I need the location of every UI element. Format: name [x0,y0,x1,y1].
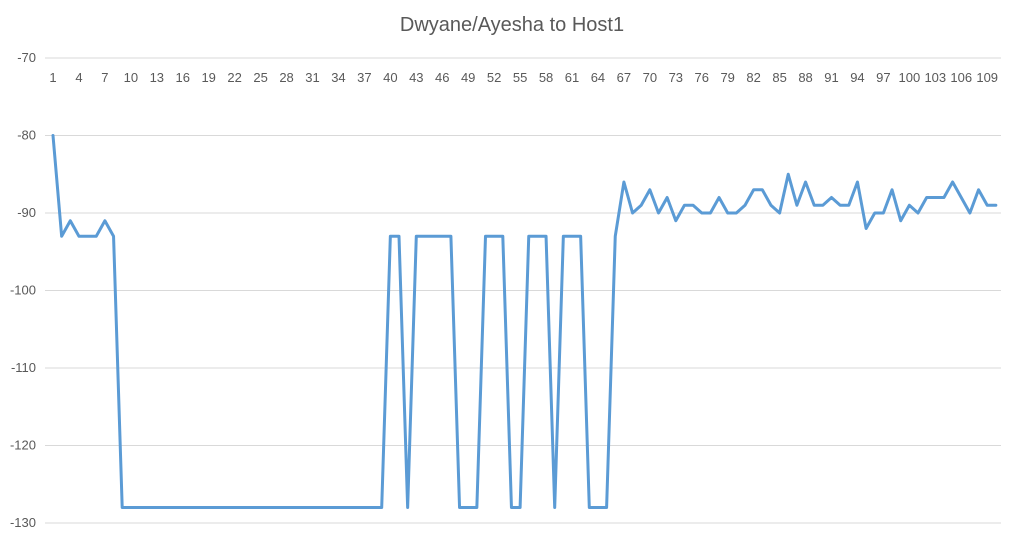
x-tick-label: 73 [669,70,683,85]
x-tick-label: 34 [331,70,345,85]
x-tick-label: 70 [643,70,657,85]
x-tick-label: 85 [772,70,786,85]
x-tick-label: 10 [124,70,138,85]
x-tick-label: 88 [798,70,812,85]
x-tick-label: 13 [150,70,164,85]
x-tick-label: 52 [487,70,501,85]
x-tick-label: 22 [227,70,241,85]
chart-title: Dwyane/Ayesha to Host1 [400,14,624,36]
y-tick-label: -130 [10,515,36,530]
x-tick-label: 1 [49,70,56,85]
x-tick-label: 55 [513,70,527,85]
x-tick-label: 64 [591,70,605,85]
x-tick-label: 19 [201,70,215,85]
x-tick-label: 31 [305,70,319,85]
x-tick-label: 76 [695,70,709,85]
x-tick-label: 58 [539,70,553,85]
x-tick-label: 82 [746,70,760,85]
x-tick-label: 109 [976,70,998,85]
x-tick-label: 28 [279,70,293,85]
x-tick-label: 67 [617,70,631,85]
x-tick-label: 46 [435,70,449,85]
x-tick-label: 16 [176,70,190,85]
y-tick-label: -100 [10,283,36,298]
x-tick-label: 94 [850,70,864,85]
y-tick-label: -120 [10,438,36,453]
x-tick-label: 100 [898,70,920,85]
y-tick-label: -70 [17,50,36,65]
x-tick-label: 106 [950,70,972,85]
x-tick-label: 79 [720,70,734,85]
x-tick-label: 25 [253,70,267,85]
series-line [51,134,998,509]
x-tick-label: 103 [924,70,946,85]
y-axis-tick-labels: -70 -80 -90 -100 -110 -120 -130 [10,50,36,530]
x-axis-tick-labels: 1 4 7 10 13 16 19 22 25 28 31 34 37 40 43 46 49 52 55 58 61 6… [49,70,998,85]
x-tick-label: 49 [461,70,475,85]
x-tick-label: 91 [824,70,838,85]
x-tick-label: 43 [409,70,423,85]
x-tick-label: 61 [565,70,579,85]
x-tick-label: 4 [75,70,82,85]
x-tick-label: 97 [876,70,890,85]
y-tick-label: -110 [11,360,36,375]
y-tick-label: -90 [17,205,36,220]
x-tick-label: 7 [101,70,108,85]
y-tick-label: -80 [17,128,36,143]
x-tick-label: 40 [383,70,397,85]
x-tick-label: 37 [357,70,371,85]
series-layer [51,134,998,509]
